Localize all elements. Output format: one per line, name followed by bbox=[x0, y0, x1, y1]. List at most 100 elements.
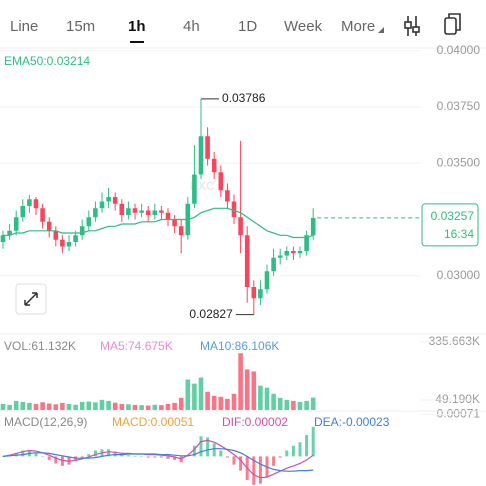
y-tick-label: 49.190K bbox=[435, 392, 480, 406]
candle-body bbox=[271, 257, 276, 272]
volume-bar bbox=[277, 397, 283, 410]
candle-body bbox=[79, 226, 85, 236]
macd-legend: DEA:-0.00023 bbox=[314, 415, 390, 429]
tab[interactable]: 15m bbox=[66, 18, 95, 35]
candle-body bbox=[284, 251, 290, 256]
macd-bar bbox=[298, 442, 302, 457]
tab[interactable]: Line bbox=[10, 18, 38, 35]
y-tick-label: 0.00071 bbox=[437, 407, 481, 421]
macd-bar bbox=[272, 456, 276, 466]
macd-bar bbox=[166, 456, 170, 459]
macd-bar bbox=[146, 456, 150, 458]
candle-body bbox=[218, 172, 224, 191]
annotation: 0.03786 bbox=[222, 91, 266, 105]
volume-bar bbox=[172, 402, 177, 410]
candle-body bbox=[244, 235, 250, 287]
candle-body bbox=[178, 226, 184, 236]
volume-bar bbox=[40, 402, 45, 410]
macd-bar bbox=[80, 456, 84, 458]
volume-bar bbox=[251, 371, 257, 410]
volume-bar bbox=[145, 405, 151, 410]
macd-bar bbox=[291, 445, 295, 457]
candle-body bbox=[297, 251, 303, 254]
candle-body bbox=[238, 217, 243, 236]
volume-bar bbox=[79, 401, 85, 410]
macd-bar bbox=[153, 456, 157, 458]
candle-body bbox=[66, 242, 72, 247]
volume-bar bbox=[258, 385, 263, 410]
candle-body bbox=[53, 230, 59, 240]
volume-bar bbox=[139, 405, 144, 410]
volume-bar bbox=[264, 387, 270, 410]
candle-body bbox=[159, 210, 164, 213]
macd-bar bbox=[87, 454, 91, 457]
volume-bar bbox=[211, 395, 217, 410]
volume-bar bbox=[93, 402, 98, 410]
expand-button[interactable] bbox=[15, 283, 47, 315]
candle-body bbox=[119, 203, 125, 215]
candle-body bbox=[126, 208, 131, 215]
volume-bar bbox=[152, 404, 158, 410]
macd-bar bbox=[60, 456, 64, 466]
candle-body bbox=[205, 136, 210, 159]
volume-bar bbox=[225, 398, 230, 410]
volume-bar bbox=[33, 403, 39, 410]
macd-bar bbox=[1, 456, 5, 457]
macd-bar bbox=[133, 456, 137, 457]
volume-bar bbox=[244, 369, 250, 410]
volume-bar bbox=[291, 400, 296, 410]
candle-body bbox=[211, 158, 217, 173]
tab[interactable]: 4h bbox=[183, 18, 200, 35]
candle-body bbox=[310, 217, 316, 236]
y-tick-label: 0.04000 bbox=[437, 43, 481, 57]
tab[interactable]: 1h bbox=[128, 18, 146, 35]
candle-body bbox=[99, 201, 105, 209]
volume-bar bbox=[271, 393, 276, 410]
candle-body bbox=[112, 197, 118, 204]
macd-bar bbox=[41, 456, 45, 457]
volume-bar bbox=[0, 403, 6, 410]
volume-bar bbox=[198, 377, 204, 410]
volume-legend: VOL:61.132K bbox=[4, 339, 76, 353]
candle-body bbox=[46, 221, 52, 231]
candle-body bbox=[132, 208, 138, 213]
macd-bar bbox=[252, 456, 256, 485]
volume-bar bbox=[13, 400, 19, 410]
candle-body bbox=[93, 208, 98, 218]
macd-bar bbox=[192, 445, 196, 457]
macd-bar bbox=[54, 456, 58, 464]
candle-body bbox=[40, 208, 45, 222]
candle-body bbox=[152, 210, 158, 215]
candle-body bbox=[33, 199, 39, 209]
share-icon[interactable] bbox=[444, 13, 461, 35]
last-price-time: 16:34 bbox=[444, 227, 474, 241]
macd-bar bbox=[311, 426, 315, 457]
candle-body bbox=[27, 199, 32, 206]
macd-bar bbox=[159, 456, 163, 458]
volume-bar bbox=[27, 402, 32, 410]
volume-bar bbox=[192, 383, 197, 410]
tab[interactable]: More bbox=[341, 18, 375, 35]
volume-bar bbox=[159, 405, 164, 410]
volume-bar bbox=[53, 404, 59, 410]
macd-bar bbox=[173, 456, 177, 460]
macd-legend: DIF:0.00002 bbox=[222, 415, 288, 429]
macd-bar bbox=[212, 443, 216, 457]
macd-bar bbox=[47, 456, 51, 460]
more-arrow bbox=[378, 27, 384, 33]
tab[interactable]: Week bbox=[284, 18, 323, 35]
volume-bar bbox=[99, 399, 105, 410]
macd-bar bbox=[232, 456, 236, 465]
candle-body bbox=[277, 255, 283, 258]
candle-body bbox=[225, 190, 230, 202]
macd-bar bbox=[199, 436, 203, 457]
tab[interactable]: 1D bbox=[238, 18, 257, 35]
candle-body bbox=[20, 206, 26, 218]
volume-bar bbox=[119, 403, 125, 410]
indicator-icon[interactable] bbox=[404, 16, 420, 36]
candle-body bbox=[198, 136, 204, 175]
macd-bar bbox=[278, 456, 282, 458]
macd-bar bbox=[206, 437, 210, 457]
